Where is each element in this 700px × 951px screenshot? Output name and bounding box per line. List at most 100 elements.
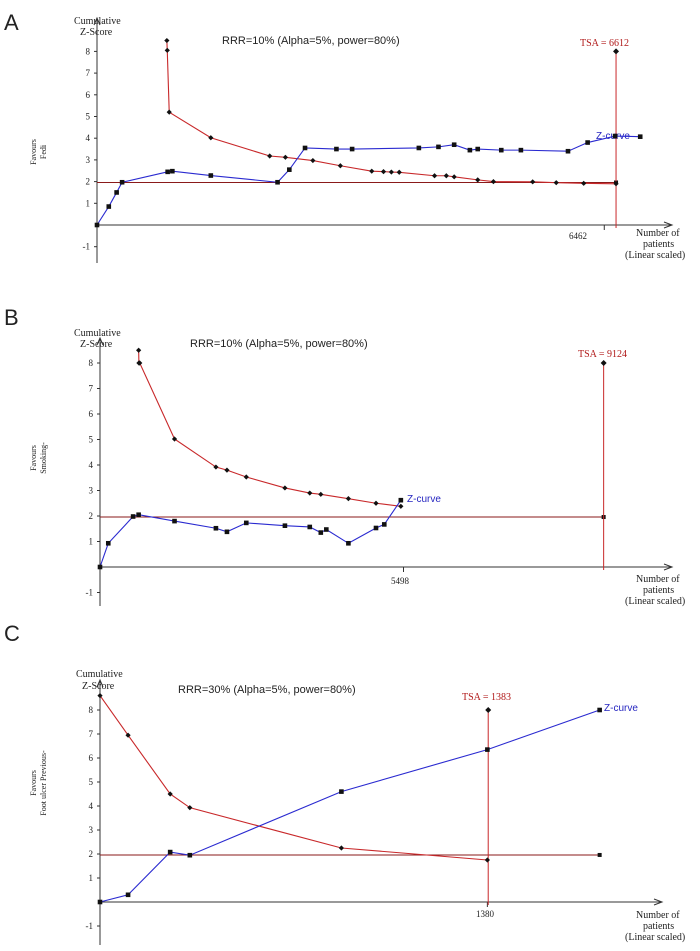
y-tick-label: 3	[89, 486, 94, 496]
y-tick-label: 6	[89, 753, 94, 763]
z-curve-point	[436, 144, 441, 150]
boundary-point	[243, 474, 249, 480]
z-curve-point	[130, 514, 136, 519]
z-curve-point	[485, 747, 490, 752]
x-end-tick-label: 1380	[476, 909, 495, 919]
z-curve-point	[612, 133, 618, 139]
y-tick-label: 6	[86, 90, 91, 100]
x-axis-title-line1: Number of	[636, 910, 680, 921]
z-curve-point	[119, 179, 125, 185]
x-axis-title-line3: (Linear scaled)	[625, 250, 685, 261]
y-tick-label: 5	[89, 435, 94, 445]
z-curve-point	[125, 892, 131, 898]
z-curve-point	[318, 530, 324, 535]
boundary-point	[307, 490, 313, 496]
panel-b: B Cumulative Z-Score RRR=10% (Alpha=5%, …	[4, 305, 685, 607]
tsa-label: TSA = 1383	[462, 692, 511, 703]
boundary-point	[380, 169, 387, 175]
boundary-point	[125, 732, 131, 738]
panel-a: A Cumulative Z-Score RRR=10% (Alpha=5%, …	[4, 10, 685, 263]
boundary-point	[484, 857, 490, 863]
z-curve-point	[302, 145, 308, 151]
z-curve-point	[597, 707, 602, 713]
y-tick-label: 4	[86, 133, 91, 143]
boundary-point	[166, 109, 172, 115]
z-curve-line	[96, 135, 641, 226]
z-curve-point	[287, 167, 292, 172]
boundary-point	[187, 805, 193, 811]
x-end-tick-label: 5498	[391, 576, 410, 586]
favours-label-line1: Favours	[29, 770, 38, 796]
boundary-point	[282, 154, 288, 160]
z-curve-point	[349, 146, 355, 152]
boundary-point	[443, 173, 449, 179]
y-tick-label: 1	[89, 873, 94, 883]
z-curve-line	[99, 499, 402, 568]
boundary-point	[396, 169, 402, 175]
z-curve-point	[187, 852, 193, 858]
z-curve-point	[114, 190, 119, 195]
z-curve-point	[97, 564, 103, 570]
z-curve-point	[373, 525, 379, 531]
y-tick-label: 8	[89, 705, 94, 715]
tsa-marker	[613, 48, 620, 55]
x-axis-title-line1: Number of	[636, 228, 680, 239]
conventional-boundary-end-marker	[597, 852, 602, 857]
panel-c: C Cumulative Z-Score RRR=30% (Alpha=5%, …	[4, 621, 685, 945]
y-tick-label: 1	[86, 198, 91, 208]
y-axis-title-line1: Cumulative	[76, 669, 123, 680]
z-curve-point	[243, 520, 249, 526]
z-curve-point	[346, 540, 351, 546]
y-tick-label: 1	[89, 537, 94, 547]
boundary-point	[97, 693, 103, 699]
monitoring-boundary-line	[138, 350, 401, 507]
boundary-point	[431, 173, 438, 179]
boundary-point	[490, 179, 497, 185]
z-curve-point	[94, 222, 100, 228]
boundary-point	[337, 163, 343, 169]
y-tick-label: 3	[89, 825, 94, 835]
z-curve-line	[99, 709, 600, 903]
x-axis-title-line1: Number of	[636, 574, 680, 585]
y-axis-arrow	[93, 16, 101, 26]
x-axis-arrow	[663, 221, 674, 229]
y-tick-label: 5	[86, 112, 91, 122]
z-curve-point	[398, 497, 404, 503]
y-tick-label: 6	[89, 409, 94, 419]
z-curve-point	[416, 145, 422, 151]
z-curve-point	[637, 134, 643, 139]
boundary-point	[267, 153, 273, 159]
boundary-point	[451, 174, 457, 180]
z-curve-point	[324, 527, 329, 532]
boundary-point	[137, 360, 143, 366]
x-axis-title-line2: patients	[643, 585, 674, 596]
boundary-point	[164, 37, 170, 44]
z-curve-point	[172, 518, 177, 524]
chart-subtitle: RRR=10% (Alpha=5%, power=80%)	[222, 35, 400, 47]
favours-label-line1: Favours	[29, 445, 38, 471]
tsa-marker	[600, 360, 607, 366]
favours-label-line2: Smoking-	[39, 442, 48, 474]
y-axis-title-line2: Z-Score	[80, 339, 113, 350]
y-tick-label: 7	[89, 729, 94, 739]
y-tick-label: 8	[89, 358, 94, 368]
z-curve-point	[136, 512, 141, 518]
x-axis-title-line2: patients	[643, 921, 674, 932]
favours-label-line2: Foot ulcer Previous-	[39, 750, 48, 816]
y-axis-title-line2: Z-Score	[80, 27, 113, 38]
boundary-point	[164, 47, 170, 53]
z-curve-point	[451, 142, 457, 148]
y-axis-arrow	[96, 678, 104, 688]
y-tick-label: 5	[89, 777, 94, 787]
panel-letter: A	[4, 10, 19, 35]
boundary-point	[338, 845, 345, 851]
z-curve-point	[97, 899, 103, 905]
monitoring-boundary-line	[99, 695, 488, 861]
boundary-point	[373, 500, 379, 506]
tsa-marker	[485, 707, 492, 713]
boundary-point	[171, 436, 178, 442]
y-tick-label: -1	[83, 242, 91, 252]
z-curve-point	[275, 179, 280, 185]
z-curve-point	[518, 147, 524, 153]
z-curve-point	[307, 524, 313, 530]
